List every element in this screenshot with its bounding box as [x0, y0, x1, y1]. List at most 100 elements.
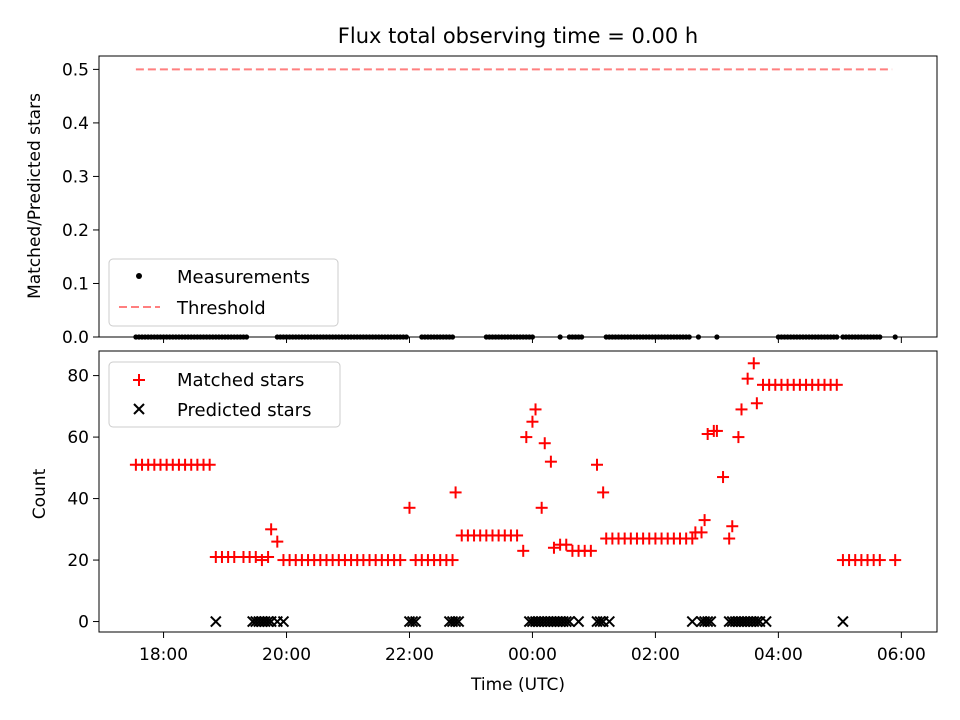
legend-threshold-label: Threshold	[176, 298, 266, 319]
matched-star-point	[735, 403, 748, 416]
count-legend-box	[108, 361, 341, 428]
predicted-star-point	[277, 615, 290, 628]
count-x-tick-label: 00:00	[508, 645, 557, 665]
predicted-star-point	[262, 615, 274, 628]
matched-star-point	[529, 403, 542, 416]
count-x-tick-label: 06:00	[877, 645, 926, 665]
count-plot-frame	[98, 350, 938, 633]
matched-star-point	[732, 431, 745, 444]
matched-star-point	[710, 424, 723, 437]
count-x-tick-label: 20:00	[262, 645, 311, 665]
matched-star-point	[830, 378, 843, 391]
matched-star-point	[394, 554, 407, 567]
ratio-panel: 0.0 0.1 0.2 0.3 0.4 0.5 Flux total observing …	[25, 24, 938, 348]
count-y-ticks: 0 20 40 60 80	[67, 367, 99, 633]
predicted-star-point	[686, 615, 699, 628]
predicted-star-point	[705, 615, 717, 628]
predicted-star-point	[560, 615, 572, 628]
matched-star-point	[695, 526, 708, 539]
matched-star-point	[544, 455, 557, 468]
matched-star-point	[686, 532, 699, 545]
count-legend: Matched stars Predicted stars	[108, 361, 341, 428]
count-y-tick-label: 20	[67, 551, 89, 571]
matched-star-point	[271, 535, 284, 548]
predicted-star-point	[563, 615, 576, 628]
matched-star-point	[535, 501, 548, 514]
count-x-tick-label: 18:00	[139, 645, 188, 665]
count-panel: 0 20 40 60 80 18:00 20:00 22:00 00:00 02:00 04:00…	[30, 350, 938, 695]
matched-star-point	[446, 554, 459, 567]
predicted-star-point	[452, 615, 465, 628]
ratio-y-ticks: 0.0 0.1 0.2 0.3 0.4 0.5	[62, 60, 99, 348]
matched-star-point	[538, 437, 551, 450]
ratio-y-tick-label: 0.2	[62, 221, 89, 241]
ratio-chart-title: Flux total observing time = 0.00 h	[338, 24, 698, 48]
matched-star-point	[403, 501, 416, 514]
matched-star-point	[741, 372, 754, 385]
predicted-star-point	[449, 615, 462, 628]
matched-star-point	[591, 458, 604, 471]
count-y-axis-label: Count	[30, 468, 50, 519]
count-x-tick-label: 04:00	[754, 645, 803, 665]
matched-star-point	[520, 431, 533, 444]
matched-stars-series	[129, 357, 902, 567]
matched-star-point	[723, 532, 736, 545]
matched-star-point	[526, 415, 539, 428]
ratio-y-axis-label: Matched/Predicted stars	[25, 93, 45, 299]
matched-star-point	[750, 397, 763, 410]
predicted-star-point	[406, 615, 419, 628]
matched-star-point	[584, 544, 597, 557]
legend-measurements-label: Measurements	[177, 267, 310, 288]
predicted-star-point	[603, 615, 616, 628]
matched-star-point	[449, 486, 462, 499]
count-y-tick-label: 40	[67, 490, 89, 510]
count-x-axis-label: Time (UTC)	[470, 675, 565, 695]
ratio-y-tick-label: 0.4	[62, 114, 89, 134]
predicted-star-point	[409, 615, 422, 628]
predicted-stars-series	[210, 615, 849, 628]
count-x-tick-label: 22:00	[385, 645, 434, 665]
count-y-tick-label: 0	[78, 613, 89, 633]
predicted-star-point	[760, 615, 772, 628]
count-x-tick-label: 02:00	[631, 645, 680, 665]
matched-star-point	[560, 538, 573, 551]
matched-star-point	[889, 554, 902, 567]
legend-matched-label: Matched stars	[177, 370, 304, 391]
legend-predicted-marker	[133, 403, 145, 415]
matched-star-point	[249, 550, 262, 563]
matched-star-point	[873, 554, 886, 567]
matched-star-point	[701, 428, 714, 441]
count-y-tick-label: 80	[67, 367, 89, 387]
predicted-star-point	[751, 615, 763, 628]
ratio-y-tick-label: 0.1	[62, 274, 89, 294]
count-y-tick-label: 60	[67, 428, 89, 448]
matched-star-point	[597, 486, 610, 499]
matched-star-point	[203, 458, 216, 471]
matched-star-point	[547, 541, 560, 554]
matched-star-point	[262, 550, 275, 563]
legend-matched-marker	[133, 374, 145, 386]
predicted-star-point	[837, 615, 849, 628]
matched-star-point	[717, 471, 730, 484]
matched-star-point	[726, 520, 739, 533]
ratio-legend: Measurements Threshold	[108, 258, 339, 327]
ratio-y-tick-label: 0.3	[62, 167, 89, 187]
ratio-x-ticks	[163, 337, 902, 343]
ratio-y-tick-label: 0.5	[62, 60, 89, 80]
ratio-y-tick-label: 0.0	[62, 328, 89, 348]
matched-star-point	[255, 554, 268, 567]
legend-measurements-marker	[136, 273, 142, 279]
matched-star-point	[265, 523, 278, 536]
ratio-legend-box	[108, 258, 339, 327]
matched-star-point	[511, 529, 524, 542]
predicted-star-point	[701, 615, 714, 628]
matched-star-point	[698, 514, 711, 527]
count-x-ticks: 18:00 20:00 22:00 00:00 02:00 04:00 06:00	[139, 632, 926, 665]
predicted-star-point	[594, 615, 606, 628]
ratio-plot-frame	[98, 55, 938, 338]
matched-star-point	[517, 544, 530, 557]
matched-star-point	[747, 357, 760, 370]
predicted-star-point	[210, 615, 222, 628]
predicted-star-point	[572, 615, 585, 628]
